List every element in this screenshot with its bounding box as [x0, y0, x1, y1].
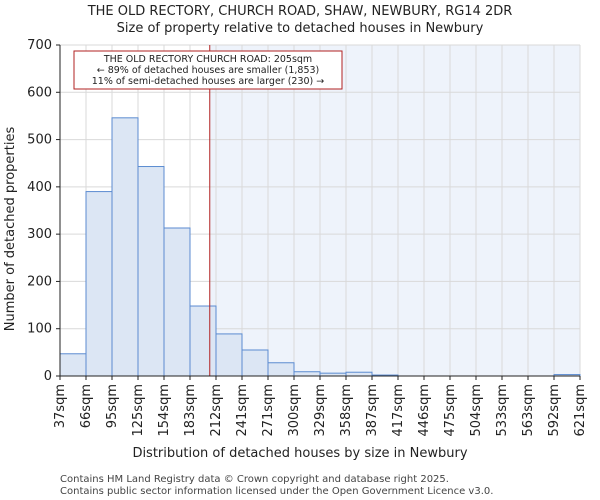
- bar-125sqm: [137, 166, 165, 377]
- annotation-box: THE OLD RECTORY CHURCH ROAD: 205sqm ← 89…: [73, 50, 343, 90]
- bar-183sqm: [189, 305, 217, 377]
- x-tick-label: 358sqm: [339, 384, 354, 437]
- chart-subtitle: Size of property relative to detached ho…: [117, 21, 484, 36]
- x-tick-label: 125sqm: [131, 384, 146, 437]
- footer-line-2: Contains public sector information licen…: [60, 486, 493, 497]
- bar-95sqm: [111, 117, 139, 377]
- y-tick-label: 700: [27, 38, 52, 53]
- bar-358sqm: [345, 371, 373, 377]
- x-tick-label: 271sqm: [261, 384, 276, 437]
- x-tick-label: 66sqm: [79, 384, 94, 428]
- y-tick-label: 100: [27, 322, 52, 337]
- chart-title: THE OLD RECTORY, CHURCH ROAD, SHAW, NEWB…: [87, 4, 513, 19]
- bar-37sqm: [59, 353, 87, 377]
- y-tick-label: 400: [27, 180, 52, 195]
- x-tick-label: 37sqm: [53, 384, 68, 428]
- x-tick-label: 387sqm: [365, 384, 380, 437]
- y-tick-label: 500: [27, 133, 52, 148]
- x-tick-label: 621sqm: [573, 384, 588, 437]
- annotation-line-3: 11% of semi-detached houses are larger (…: [92, 76, 325, 87]
- x-tick-label: 417sqm: [391, 384, 406, 437]
- bar-66sqm: [85, 191, 113, 377]
- x-tick-label: 446sqm: [417, 384, 432, 437]
- y-tick-label: 0: [44, 369, 52, 384]
- x-tick-label: 212sqm: [209, 384, 224, 437]
- x-tick-label: 475sqm: [443, 384, 458, 437]
- y-axis-label: Number of detached properties: [3, 127, 18, 332]
- y-tick-label: 300: [27, 227, 52, 242]
- y-tick-label: 600: [27, 85, 52, 100]
- larger-shade-rect: [209, 45, 580, 376]
- x-tick-label: 241sqm: [235, 384, 250, 437]
- footer-line-1: Contains HM Land Registry data © Crown c…: [60, 474, 449, 485]
- x-tick-label: 504sqm: [469, 384, 484, 437]
- x-tick-label: 533sqm: [495, 384, 510, 437]
- larger-region-shade: [209, 45, 580, 376]
- x-tick-label: 183sqm: [183, 384, 198, 437]
- bar-154sqm: [163, 227, 191, 377]
- x-tick-label: 563sqm: [521, 384, 536, 437]
- y-tick-label: 200: [27, 274, 52, 289]
- x-tick-label: 95sqm: [105, 384, 120, 428]
- x-tick-label: 154sqm: [157, 384, 172, 437]
- annotation-line-1: THE OLD RECTORY CHURCH ROAD: 205sqm: [103, 54, 312, 65]
- x-tick-label: 592sqm: [547, 384, 562, 437]
- bar-241sqm: [241, 349, 269, 377]
- annotation-line-2: ← 89% of detached houses are smaller (1,…: [97, 65, 320, 76]
- bar-271sqm: [267, 362, 295, 377]
- y-ticks: 0 100 200 300 400 500 600 700: [27, 38, 60, 384]
- x-tick-label: 300sqm: [287, 384, 302, 437]
- x-tick-label: 329sqm: [313, 384, 328, 437]
- x-ticks: 37sqm 66sqm 95sqm 125sqm 154sqm 183sqm 212sqm 2…: [53, 376, 588, 437]
- bar-300sqm: [293, 371, 321, 377]
- bar-212sqm: [215, 333, 243, 377]
- bars: [59, 117, 581, 377]
- x-axis-label: Distribution of detached houses by size …: [132, 446, 467, 461]
- annotation-frame: [73, 50, 343, 90]
